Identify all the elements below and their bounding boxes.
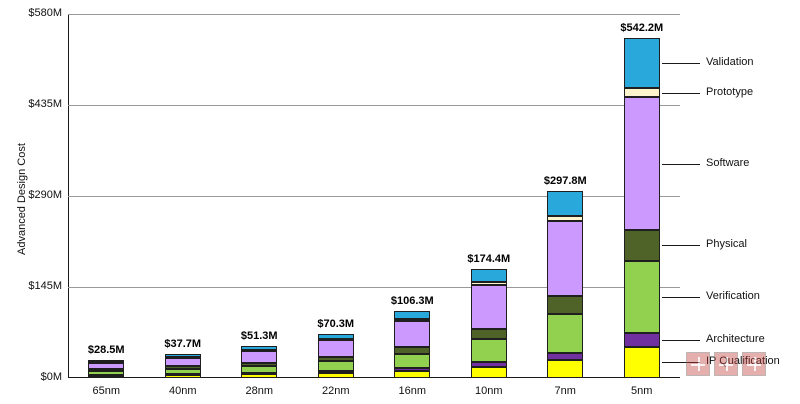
x-tick-label: 7nm xyxy=(554,385,576,397)
bar-total-label: $37.7M xyxy=(164,338,202,351)
legend-label-validation: Validation xyxy=(706,55,754,68)
bar-segment-software xyxy=(547,220,584,297)
bar-segment-prototype xyxy=(88,361,125,364)
bar-segment-physical xyxy=(623,230,660,261)
legend-label-architecture: Architecture xyxy=(706,332,765,345)
bar-segment-architecture xyxy=(623,332,660,347)
y-tick-label: $290M xyxy=(28,189,62,201)
y-tick-label: $580M xyxy=(28,7,62,19)
bar-segment-architecture xyxy=(470,362,507,367)
bar-total-label: $28.5M xyxy=(87,344,125,357)
bar-segment-prototype xyxy=(623,87,660,98)
y-tick-label: $0M xyxy=(40,371,62,383)
bar-segment-physical xyxy=(547,296,584,314)
legend-label-software: Software xyxy=(706,156,750,169)
bar-segment-verification xyxy=(547,313,584,353)
x-tick-label: 5nm xyxy=(631,385,653,397)
watermark-logo xyxy=(686,344,772,384)
bar-segment-verification xyxy=(470,339,507,363)
bar-segment-architecture xyxy=(547,352,584,361)
bar-segment-validation xyxy=(317,333,354,340)
bar-segment-physical xyxy=(88,369,125,372)
y-tick-label: $145M xyxy=(28,280,62,292)
bar-segment-ip-qualification xyxy=(547,360,584,378)
bar-segment-prototype xyxy=(241,349,278,352)
bar-segment-verification xyxy=(241,365,278,373)
bar-segment-validation xyxy=(164,354,201,357)
x-tick-label: 28nm xyxy=(245,385,274,397)
y-tick-label: $435M xyxy=(28,98,62,110)
bar-segment-verification xyxy=(164,368,201,374)
bar-total-label: $106.3M xyxy=(390,295,434,308)
bar-segment-architecture xyxy=(317,370,354,373)
bar-segment-validation xyxy=(241,345,278,350)
bar-segment-ip-qualification xyxy=(394,370,431,378)
bar-segment-verification xyxy=(88,371,125,375)
bar-segment-prototype xyxy=(317,339,354,342)
x-tick-label: 40nm xyxy=(168,385,197,397)
watermark-glyph xyxy=(714,352,738,376)
bar-segment-software xyxy=(394,321,431,348)
legend-label-ip-qualification: IP Qualification xyxy=(706,355,780,368)
bar-segment-validation xyxy=(470,268,507,283)
legend-leader-line xyxy=(661,245,700,247)
watermark-glyph xyxy=(686,352,710,376)
bar-segment-verification xyxy=(623,260,660,333)
bar-segment-ip-qualification xyxy=(470,367,507,378)
bar-segment-software xyxy=(470,285,507,329)
bar-total-label: $174.4M xyxy=(467,252,511,265)
bar-total-label: $51.3M xyxy=(240,329,278,342)
bar-segment-physical xyxy=(394,347,431,354)
bar-segment-validation xyxy=(623,37,660,88)
bar-segment-prototype xyxy=(394,319,431,322)
bar-segment-validation xyxy=(547,191,584,216)
legend-label-physical: Physical xyxy=(706,238,747,251)
bar-segment-software xyxy=(241,350,278,363)
bar-segment-software xyxy=(317,340,354,358)
legend-leader-line xyxy=(661,296,700,298)
x-tick-label: 65nm xyxy=(92,385,121,397)
legend-leader-line xyxy=(661,339,700,341)
bar-total-label: $70.3M xyxy=(317,317,355,330)
bar-segment-prototype xyxy=(164,356,201,359)
bar-total-label: $297.8M xyxy=(543,175,587,188)
bar-segment-software xyxy=(623,97,660,231)
bar-segment-prototype xyxy=(470,282,507,286)
x-tick-label: 10nm xyxy=(474,385,503,397)
legend-label-verification: Verification xyxy=(706,289,760,302)
gridline xyxy=(68,286,680,288)
gridline xyxy=(68,195,680,197)
bar-total-label: $542.2M xyxy=(620,21,664,34)
bar-segment-prototype xyxy=(547,215,584,221)
bar-segment-software xyxy=(164,357,201,367)
bar-segment-architecture xyxy=(88,374,125,377)
gridline xyxy=(68,13,680,15)
bar-segment-architecture xyxy=(394,367,431,371)
bar-segment-validation xyxy=(394,311,431,320)
x-tick-label: 16nm xyxy=(398,385,427,397)
bar-segment-physical xyxy=(241,362,278,366)
x-tick-label: 22nm xyxy=(321,385,350,397)
legend-label-prototype: Prototype xyxy=(706,85,754,98)
bar-segment-verification xyxy=(394,353,431,368)
bar-segment-ip-qualification xyxy=(317,372,354,378)
gridline xyxy=(68,104,680,106)
legend-leader-line xyxy=(661,92,700,94)
legend-leader-line xyxy=(661,362,700,364)
bar-segment-architecture xyxy=(164,373,201,376)
bar-segment-ip-qualification xyxy=(241,374,278,378)
legend-leader-line xyxy=(661,62,700,64)
watermark-glyph xyxy=(742,352,766,376)
bar-segment-physical xyxy=(470,328,507,340)
bar-segment-verification xyxy=(317,361,354,371)
bar-segment-ip-qualification xyxy=(623,346,660,378)
bar-segment-validation xyxy=(88,360,125,363)
legend-leader-line xyxy=(661,163,700,165)
bar-segment-physical xyxy=(164,366,201,369)
bar-segment-architecture xyxy=(241,372,278,375)
bar-segment-physical xyxy=(317,357,354,362)
